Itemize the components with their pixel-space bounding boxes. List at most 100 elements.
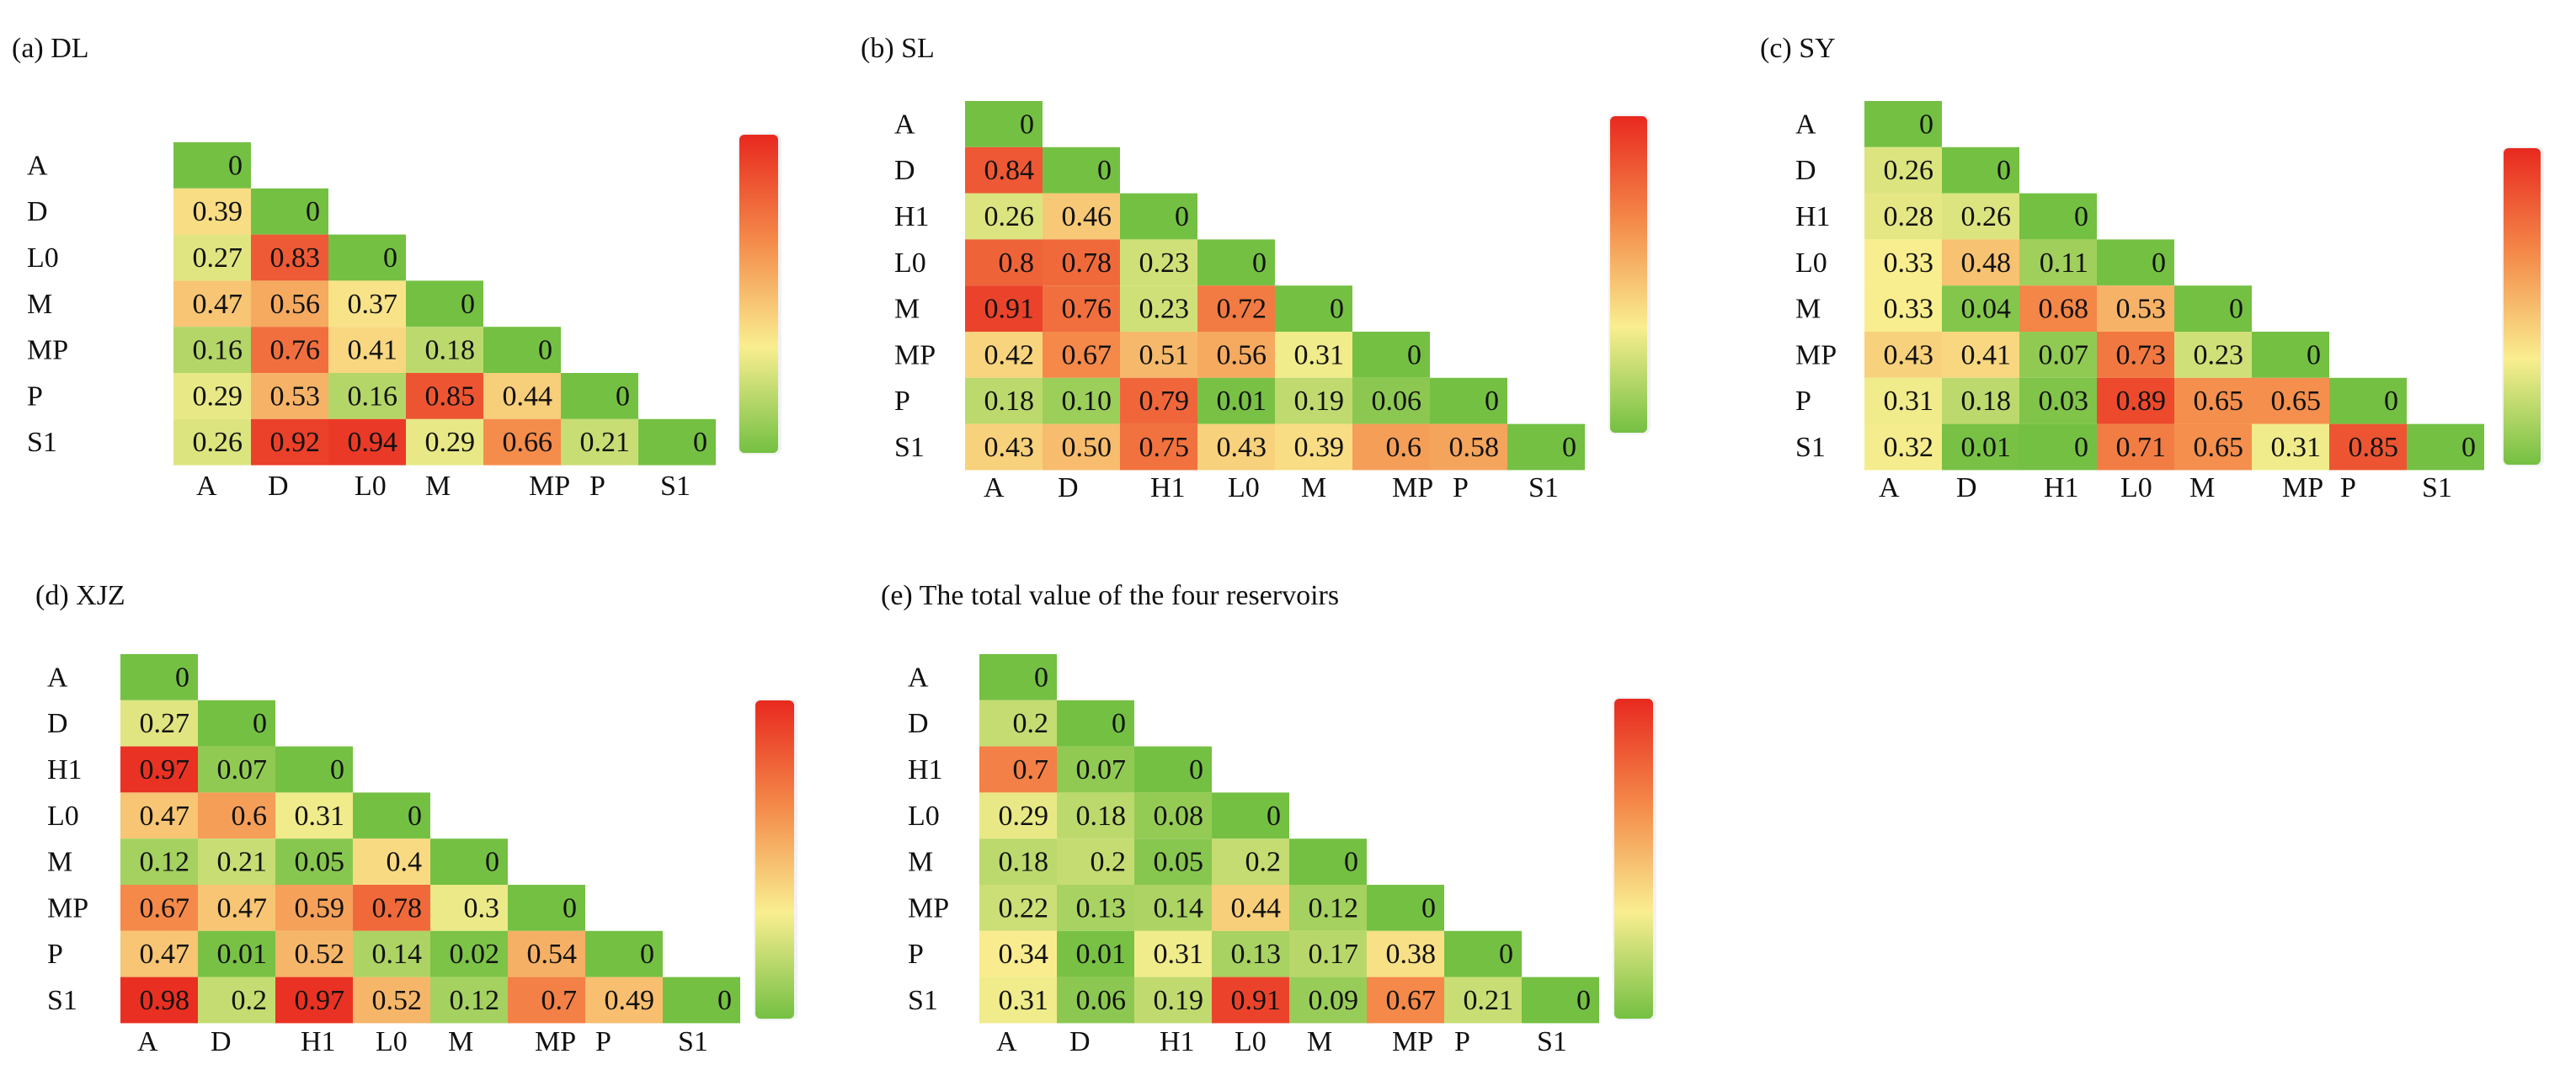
- heatmap-cell: [965, 332, 1043, 378]
- heatmap-cell: [406, 418, 483, 466]
- cell-value-label: 0: [2307, 339, 2321, 370]
- column-label: A: [137, 1026, 158, 1057]
- row-label: S1: [1795, 432, 1826, 463]
- heatmap-cell: [1367, 885, 1444, 931]
- cell-value-label: 0.66: [503, 427, 553, 458]
- heatmap-cell: [275, 930, 353, 977]
- heatmap-cell: [508, 885, 585, 931]
- heatmap-cell: [1120, 377, 1197, 424]
- heatmap-cell: [1057, 792, 1134, 839]
- heatmap-cell: [251, 418, 328, 466]
- cell-value-label: 0.21: [1464, 985, 1514, 1016]
- heatmap-cell: [1197, 285, 1275, 332]
- column-label: MP: [1392, 472, 1433, 503]
- cell-value-label: 0: [1112, 708, 1126, 739]
- heatmap-cell: [508, 930, 585, 977]
- heatmap-cell: [2019, 239, 2097, 286]
- heatmap-cell: [1864, 285, 1942, 332]
- cell-value-label: 0.04: [1961, 294, 2012, 325]
- cell-value-label: 0.83: [270, 242, 321, 274]
- heatmap-cell: [198, 930, 275, 977]
- heatmap-cell: [2174, 285, 2252, 332]
- cell-value-label: 0.27: [140, 708, 190, 739]
- cell-value-label: 0.84: [984, 155, 1035, 186]
- heatmap-cell: [2019, 423, 2097, 471]
- cell-value-label: 0: [1919, 109, 1933, 140]
- heatmap-cell: [1289, 838, 1367, 885]
- heatmap-cell: [406, 373, 483, 419]
- cell-value-label: 0.12: [450, 985, 500, 1016]
- heatmap-cell: [1043, 377, 1120, 424]
- cell-value-label: 0.07: [217, 754, 268, 785]
- heatmap-cell: [251, 234, 328, 281]
- cell-value-label: 0.67: [1062, 339, 1112, 370]
- panel-title: (d) XJZ: [35, 580, 125, 611]
- cell-value-label: 0.16: [348, 381, 398, 412]
- heatmap-cell: [2174, 332, 2252, 378]
- column-label: D: [1956, 472, 1977, 503]
- heatmap-cell: [1522, 977, 1599, 1024]
- cell-value-label: 0.03: [2039, 386, 2089, 417]
- cell-value-label: 0: [1407, 339, 1421, 370]
- panel-title: (e) The total value of the four reservoi…: [881, 580, 1339, 611]
- cell-value-label: 0: [1997, 155, 2011, 186]
- cell-value-label: 0.3: [464, 892, 500, 924]
- heatmap-cell: [251, 188, 328, 235]
- cell-value-label: 0.39: [1294, 432, 1345, 463]
- cell-value-label: 0.65: [2271, 386, 2322, 417]
- cell-value-label: 0.05: [1154, 847, 1204, 878]
- row-label: P: [894, 386, 910, 417]
- heatmap-cell: [979, 930, 1057, 977]
- heatmap-cell: [1352, 423, 1430, 471]
- column-label: MP: [529, 471, 570, 502]
- cell-value-label: 0.14: [372, 939, 423, 970]
- heatmap-cell: [328, 280, 406, 327]
- cell-value-label: 0.56: [270, 289, 321, 320]
- cell-value-label: 0: [1252, 248, 1267, 279]
- heatmap-cell: [1430, 377, 1507, 424]
- cell-value-label: 0.54: [527, 939, 578, 970]
- cell-value-label: 0: [1189, 754, 1203, 785]
- column-label: D: [1069, 1026, 1091, 1057]
- cell-value-label: 0.47: [193, 289, 243, 320]
- cell-value-label: 0.09: [1309, 985, 1359, 1016]
- heatmap-cell: [406, 280, 483, 327]
- cell-value-label: 0: [2384, 386, 2398, 417]
- cell-value-label: 0.14: [1154, 892, 1204, 924]
- heatmap-cell: [638, 418, 716, 466]
- heatmap-cell: [1120, 285, 1197, 332]
- cell-value-label: 0: [228, 150, 243, 181]
- heatmap-cell: [979, 885, 1057, 931]
- heatmap-cell: [1275, 377, 1352, 424]
- heatmap-cell: [1043, 239, 1120, 286]
- heatmap-cell: [1212, 792, 1289, 839]
- row-label: A: [908, 662, 929, 693]
- column-label: M: [2189, 472, 2215, 503]
- heatmap-cell: [251, 373, 328, 419]
- row-label: S1: [894, 432, 925, 463]
- cell-value-label: 0.7: [541, 985, 578, 1016]
- cell-value-label: 0.29: [425, 427, 476, 458]
- heatmap-cell: [2407, 423, 2484, 471]
- panel-title: (a) DL: [12, 33, 89, 64]
- heatmap-cell: [1275, 285, 1352, 332]
- heatmap-cell: [353, 838, 430, 885]
- cell-value-label: 0.50: [1062, 432, 1112, 463]
- cell-value-label: 0: [538, 335, 552, 366]
- row-label: P: [1795, 386, 1811, 417]
- cell-value-label: 0.94: [348, 427, 398, 458]
- cell-value-label: 0.2: [1013, 708, 1049, 739]
- cell-value-label: 0.76: [270, 335, 321, 366]
- column-label: D: [211, 1026, 232, 1057]
- heatmap-cell: [1120, 423, 1197, 471]
- cell-value-label: 0.17: [1309, 939, 1359, 970]
- row-label: A: [47, 662, 68, 693]
- heatmap-cell: [1942, 285, 2019, 332]
- cell-value-label: 0.26: [1884, 155, 1934, 186]
- row-label: P: [27, 381, 43, 412]
- cell-value-label: 0.21: [217, 847, 268, 878]
- heatmap-cell: [328, 418, 406, 466]
- cell-value-label: 0.32: [1884, 432, 1934, 463]
- cell-value-label: 0.44: [503, 381, 553, 412]
